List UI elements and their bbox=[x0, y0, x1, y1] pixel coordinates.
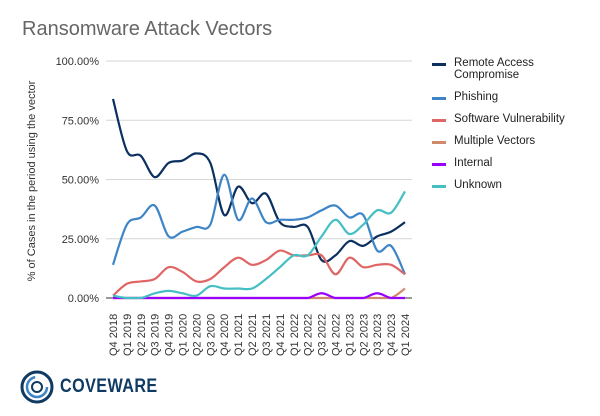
x-tick-label: Q4 2023 bbox=[386, 314, 398, 356]
coveware-logo: COVEWARE bbox=[20, 370, 175, 404]
legend-label: Unknown bbox=[454, 179, 502, 191]
legend-item: Remote Access Compromise bbox=[432, 57, 592, 81]
y-tick-label: 25.00% bbox=[62, 234, 100, 246]
x-tick-label: Q3 2022 bbox=[317, 314, 329, 356]
x-tick-label: Q2 2020 bbox=[191, 314, 203, 356]
y-tick-label: 50.00% bbox=[62, 175, 100, 187]
series-line-phishing bbox=[111, 173, 406, 275]
legend-item: Software Vulnerability bbox=[432, 113, 592, 125]
legend-label: Remote Access Compromise bbox=[454, 57, 534, 81]
y-tick-label: 0.00% bbox=[68, 293, 99, 305]
y-tick-label: 75.00% bbox=[62, 115, 100, 127]
x-tick-label: Q4 2019 bbox=[164, 314, 176, 356]
x-tick-label: Q4 2018 bbox=[108, 314, 120, 356]
x-tick-label: Q2 2021 bbox=[247, 314, 259, 356]
legend-label: Phishing bbox=[454, 91, 499, 103]
legend-item: Internal bbox=[432, 157, 592, 169]
x-tick-label: Q3 2021 bbox=[261, 314, 273, 356]
x-tick-label: Q2 2022 bbox=[303, 314, 315, 356]
legend-label: Internal bbox=[454, 157, 493, 169]
legend-swatch bbox=[432, 163, 446, 166]
x-tick-label: Q4 2022 bbox=[330, 314, 342, 356]
x-tick-label: Q1 2022 bbox=[289, 314, 301, 356]
series-line-unknown bbox=[112, 190, 406, 300]
chart-title: Ransomware Attack Vectors bbox=[22, 18, 273, 40]
x-tick-label: Q3 2023 bbox=[372, 314, 384, 356]
x-tick-label: Q1 2023 bbox=[344, 314, 356, 356]
x-tick-label: Q2 2023 bbox=[358, 314, 370, 356]
x-tick-label: Q1 2021 bbox=[233, 314, 245, 356]
x-tick-label: Q3 2020 bbox=[205, 314, 217, 356]
series-line-internal bbox=[112, 292, 405, 300]
x-tick-label: Q4 2021 bbox=[275, 314, 287, 356]
legend-label: Multiple Vectors bbox=[454, 135, 536, 147]
legend-label: Software Vulnerability bbox=[454, 113, 565, 125]
legend-item: Multiple Vectors bbox=[432, 135, 592, 147]
logo-icon bbox=[20, 370, 54, 404]
x-tick-label: Q4 2020 bbox=[219, 314, 231, 356]
x-tick-label: Q1 2019 bbox=[122, 314, 134, 356]
legend-swatch bbox=[432, 141, 446, 144]
legend-swatch bbox=[432, 185, 446, 188]
x-tick-label: Q1 2020 bbox=[178, 314, 190, 356]
x-tick-label: Q3 2019 bbox=[150, 314, 162, 356]
y-tick-label: 100.00% bbox=[56, 56, 100, 68]
logo-text: COVEWARE bbox=[60, 376, 158, 397]
legend-swatch bbox=[432, 63, 446, 66]
legend-item: Phishing bbox=[432, 91, 592, 103]
series-line-remote-access-compromise bbox=[111, 98, 406, 263]
legend-item: Unknown bbox=[432, 179, 592, 191]
y-axis-label: % of Cases in the period using the vecto… bbox=[26, 80, 38, 281]
legend-swatch bbox=[432, 119, 446, 122]
x-tick-label: Q2 2019 bbox=[136, 314, 148, 356]
x-tick-label: Q1 2024 bbox=[400, 314, 412, 356]
series-line-software-vulnerability bbox=[112, 249, 406, 297]
legend: Remote Access Compromise Phishing Software… bbox=[432, 57, 592, 201]
legend-swatch bbox=[432, 97, 446, 100]
